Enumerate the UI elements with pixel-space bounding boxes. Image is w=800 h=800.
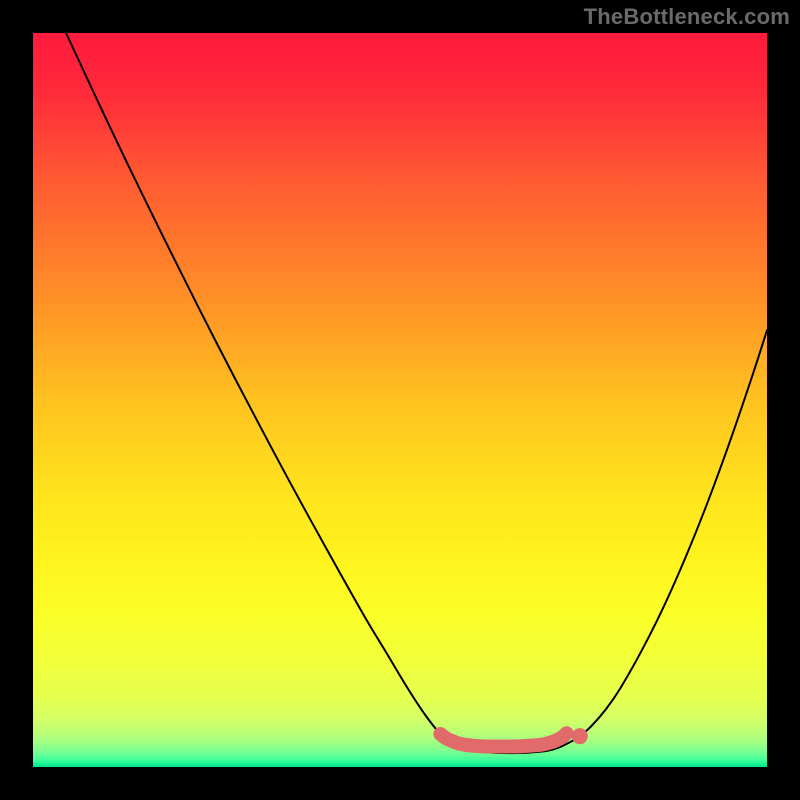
- watermark-text: TheBottleneck.com: [584, 4, 790, 30]
- plot-background: [33, 33, 767, 767]
- chart-container: TheBottleneck.com: [0, 0, 800, 800]
- highlight-marker: [572, 728, 588, 744]
- bottleneck-chart: [0, 0, 800, 800]
